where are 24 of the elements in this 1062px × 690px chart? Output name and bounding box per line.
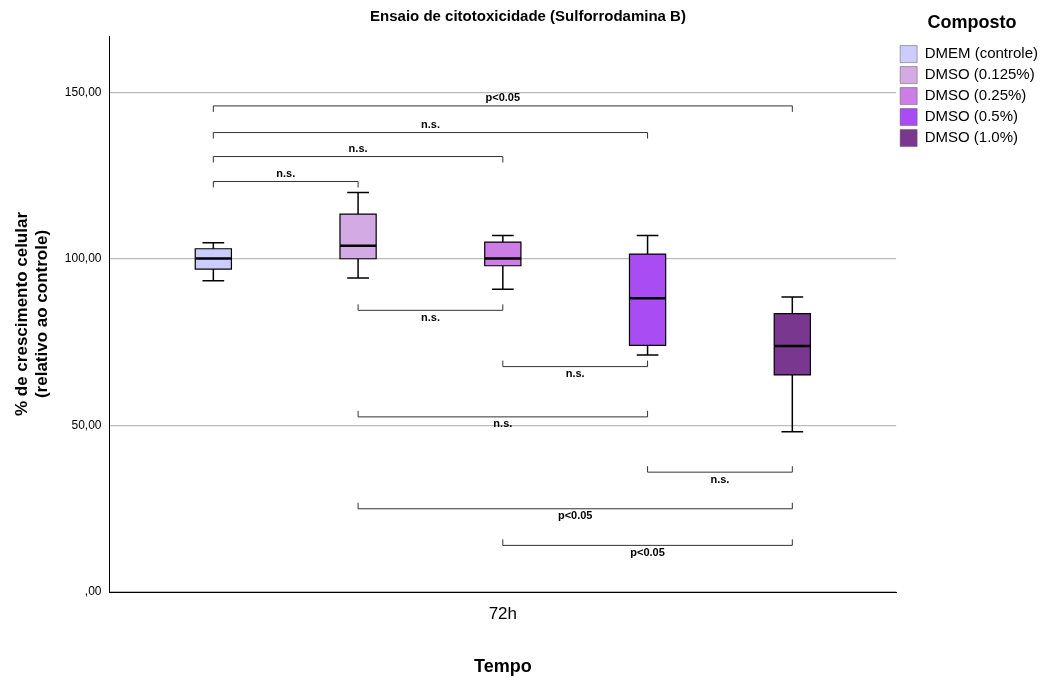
- x-axis-title: Tempo: [473, 656, 532, 677]
- annotation: n.s.: [565, 367, 585, 380]
- annotation: n.s.: [348, 142, 368, 155]
- x-tick-label: 72h: [488, 603, 518, 623]
- annotation: p<0.05: [630, 545, 665, 558]
- y-tick-label: 50,00: [71, 417, 102, 432]
- legend-title: Composto: [927, 11, 1017, 32]
- legend-label: DMSO (0.125%): [924, 65, 1035, 83]
- annotation: n.s.: [710, 472, 730, 485]
- y-axis-title: % de crescimento celular (relativo ao controle): [11, 211, 52, 417]
- y-tick-label: 100,00: [64, 251, 102, 266]
- chart-title: Ensaio de citotoxicidade (Sulforrodamina B): [370, 7, 686, 25]
- y-tick-label: 150,00: [64, 84, 102, 99]
- annotation: p<0.05: [557, 509, 593, 522]
- annotation: n.s.: [420, 310, 440, 323]
- y-tick-label: ,00: [84, 584, 102, 599]
- legend-label: DMSO (0.5%): [924, 107, 1019, 125]
- annotation: n.s.: [276, 167, 296, 180]
- legend-label: DMSO (0.25%): [924, 86, 1027, 104]
- annotation: n.s.: [493, 417, 513, 430]
- annotation: n.s.: [420, 118, 440, 131]
- legend-label: DMEM (controle): [924, 44, 1039, 62]
- legend-label: DMSO (1.0%): [924, 128, 1019, 146]
- annotation: p<0.05: [485, 91, 521, 104]
